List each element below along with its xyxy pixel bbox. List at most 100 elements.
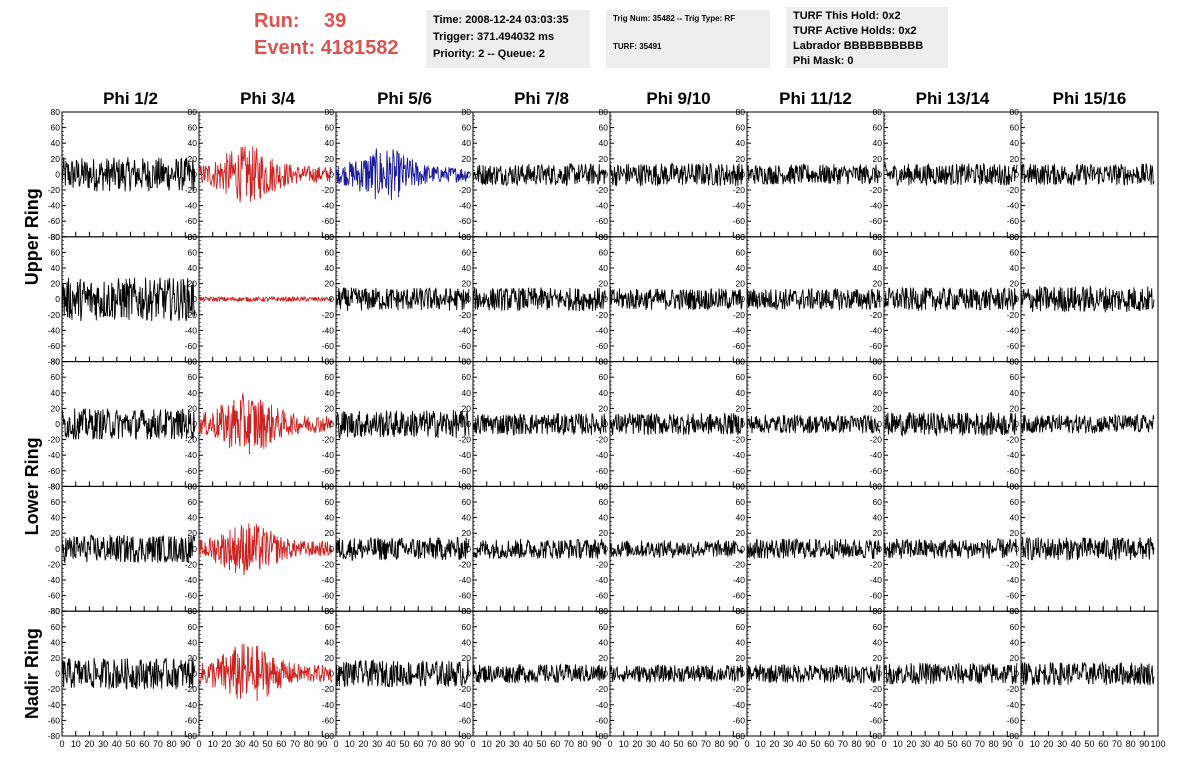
y-tick-label: -40	[322, 575, 335, 585]
y-tick-label: 80	[51, 107, 61, 117]
waveform-trace	[883, 162, 1018, 186]
y-tick-label: 20	[599, 528, 609, 538]
y-tick-label: 40	[736, 513, 746, 523]
y-tick-label: -20	[459, 559, 472, 569]
y-tick-label: 40	[873, 138, 883, 148]
waveform-trace	[1020, 413, 1155, 434]
y-tick-label: -20	[596, 435, 609, 445]
y-tick-label: -20	[1007, 435, 1020, 445]
y-tick-label: -40	[596, 575, 609, 585]
event-row: Event: 4181582	[254, 35, 399, 62]
y-tick-label: 80	[599, 232, 609, 242]
x-tick-label: 10	[482, 739, 492, 749]
y-tick-label: -80	[48, 481, 61, 491]
y-tick-label: 40	[736, 263, 746, 273]
y-tick-label: -40	[48, 700, 61, 710]
x-tick-label: 50	[125, 739, 135, 749]
y-tick-label: 20	[188, 154, 198, 164]
x-tick-label: 90	[591, 739, 601, 749]
waveform-trace	[1020, 661, 1155, 686]
x-tick-label: 20	[358, 739, 368, 749]
y-tick-label: 20	[736, 653, 746, 663]
y-tick-label: -60	[322, 466, 335, 476]
x-tick-label: 20	[906, 739, 916, 749]
waveform-trace	[472, 287, 607, 311]
x-tick-label: 90	[728, 739, 738, 749]
x-tick-label: 60	[550, 739, 560, 749]
waveform-trace	[609, 539, 744, 559]
y-tick-label: -80	[596, 731, 609, 741]
x-tick-label: 50	[947, 739, 957, 749]
waveform-trace	[61, 534, 196, 563]
y-tick-label: 40	[462, 138, 472, 148]
y-tick-label: 40	[325, 388, 335, 398]
y-tick-label: -40	[459, 201, 472, 211]
y-tick-label: -40	[322, 201, 335, 211]
waveform-trace	[609, 162, 744, 187]
y-tick-label: -40	[870, 700, 883, 710]
x-tick-label: 90	[180, 739, 190, 749]
y-tick-label: 80	[325, 107, 335, 117]
x-tick-label: 60	[1098, 739, 1108, 749]
y-tick-label: -60	[596, 466, 609, 476]
y-tick-label: 0	[329, 419, 334, 429]
column-header: Phi 9/10	[646, 89, 710, 108]
y-tick-label: -80	[48, 731, 61, 741]
row-label: Nadir Ring	[22, 628, 42, 719]
y-tick-label: 40	[51, 637, 61, 647]
x-tick-label: 50	[810, 739, 820, 749]
y-tick-label: 0	[740, 419, 745, 429]
y-tick-label: 0	[740, 169, 745, 179]
x-tick-label: 80	[1126, 739, 1136, 749]
y-tick-label: 0	[55, 294, 60, 304]
y-tick-label: 80	[188, 606, 198, 616]
waveform-trace	[198, 295, 333, 303]
y-tick-label: 0	[877, 669, 882, 679]
time-line: Time: 2008-12-24 03:03:35	[433, 14, 569, 26]
y-tick-label: -20	[870, 185, 883, 195]
waveform-trace	[61, 277, 196, 322]
column-header: Phi 1/2	[103, 89, 158, 108]
waveform-trace	[746, 287, 881, 311]
y-tick-label: 60	[736, 497, 746, 507]
x-tick-label: 30	[1057, 739, 1067, 749]
waveform-trace	[746, 414, 881, 434]
x-tick-label: 90	[317, 739, 327, 749]
waveform-trace	[609, 288, 744, 311]
y-tick-label: -60	[459, 466, 472, 476]
waveform-trace	[746, 538, 881, 560]
waveform-trace	[609, 412, 744, 436]
y-tick-label: 80	[873, 232, 883, 242]
x-tick-label: 70	[701, 739, 711, 749]
y-tick-label: 20	[873, 528, 883, 538]
x-tick-label: 60	[687, 739, 697, 749]
y-tick-label: 60	[188, 622, 198, 632]
y-tick-label: 40	[1010, 513, 1020, 523]
y-tick-label: 0	[877, 419, 882, 429]
y-tick-label: 80	[325, 481, 335, 491]
x-tick-label: 30	[783, 739, 793, 749]
y-tick-label: -40	[596, 325, 609, 335]
y-tick-label: 40	[51, 138, 61, 148]
x-tick-label: 20	[84, 739, 94, 749]
y-tick-label: 20	[325, 279, 335, 289]
y-tick-label: -40	[459, 325, 472, 335]
y-tick-label: 40	[1010, 138, 1020, 148]
y-tick-label: -60	[733, 466, 746, 476]
y-tick-label: 60	[736, 247, 746, 257]
y-tick-label: -80	[459, 731, 472, 741]
x-tick-label: 90	[454, 739, 464, 749]
y-tick-label: 0	[55, 169, 60, 179]
labrador-line: Labrador BBBBBBBBBB	[793, 40, 924, 52]
y-tick-label: 20	[188, 653, 198, 663]
x-tick-label: 40	[112, 739, 122, 749]
y-tick-label: 40	[188, 138, 198, 148]
y-tick-label: 40	[51, 513, 61, 523]
y-tick-label: 40	[736, 138, 746, 148]
y-tick-label: 0	[329, 669, 334, 679]
column-header: Phi 3/4	[240, 89, 295, 108]
waveform-trace	[198, 393, 333, 455]
x-tick-label: 0	[196, 739, 201, 749]
y-tick-label: 0	[55, 419, 60, 429]
